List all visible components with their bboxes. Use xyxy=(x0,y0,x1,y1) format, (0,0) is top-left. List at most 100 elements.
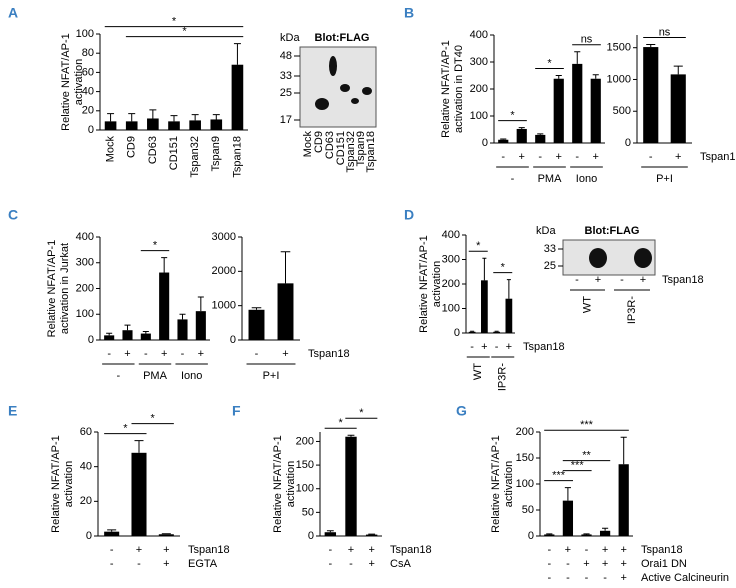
condition-sign: + xyxy=(163,558,169,570)
group-label: PMA xyxy=(143,370,168,382)
group-label: Iono xyxy=(181,370,202,382)
significance-label: * xyxy=(151,413,156,425)
bar xyxy=(104,335,115,340)
error-bar xyxy=(482,257,487,281)
condition-sign: - xyxy=(144,348,148,360)
blot-band xyxy=(351,98,359,104)
blot-unit: kDa xyxy=(536,225,556,237)
error-bar xyxy=(170,115,178,122)
blot-lane-label: - xyxy=(620,274,624,286)
blot-lane-label: Tspan18 xyxy=(365,131,377,173)
blot-lane-label: - xyxy=(575,274,579,286)
x-tick-label: Tspan18 xyxy=(231,136,243,178)
bar xyxy=(158,534,174,536)
y-tick-label: 100 xyxy=(470,110,488,122)
error-bar xyxy=(602,527,609,531)
y-tick-label: 100 xyxy=(76,28,94,40)
significance-label: *** xyxy=(552,470,566,482)
bar xyxy=(189,120,201,130)
x-tick-label: CD63 xyxy=(147,136,159,164)
x-tick-label: Mock xyxy=(104,136,116,163)
condition-sign: - xyxy=(575,151,579,163)
condition-label: Active Calcineurin xyxy=(641,572,729,584)
condition-sign: + xyxy=(348,544,354,556)
significance-label: * xyxy=(476,240,481,252)
bar xyxy=(140,333,151,340)
error-bar xyxy=(149,109,157,119)
condition-sign: + xyxy=(368,558,374,570)
y-tick-label: 2000 xyxy=(212,265,236,277)
y-tick-label: 200 xyxy=(442,278,460,290)
condition-sign: + xyxy=(506,341,512,353)
condition-sign: - xyxy=(566,572,570,584)
blot-lane-label: Mock xyxy=(302,131,314,158)
y-tick-label: 500 xyxy=(613,105,631,117)
condition-label: CsA xyxy=(390,558,411,570)
condition-sign: - xyxy=(585,544,589,556)
condition-label: Tspan18 xyxy=(700,151,736,163)
y-tick-label: 200 xyxy=(296,435,314,447)
error-bar xyxy=(564,487,571,501)
y-tick-label: 1000 xyxy=(607,73,631,85)
y-tick-label: 60 xyxy=(82,66,94,78)
y-tick-label: 200 xyxy=(470,83,488,95)
y-tick-label: 100 xyxy=(442,302,460,314)
significance-label: *** xyxy=(571,460,585,472)
blot-title: Blot:FLAG xyxy=(585,225,640,237)
panel-letter: F xyxy=(232,403,241,419)
y-axis-label: Relative NFAT/AP-1 xyxy=(60,33,72,131)
panel-letter: A xyxy=(8,5,18,21)
error-bar xyxy=(574,51,581,64)
y-tick-label: 100 xyxy=(296,483,314,495)
condition-label: Tspan18 xyxy=(523,341,565,353)
y-tick-label: 20 xyxy=(80,495,92,507)
error-bar xyxy=(518,127,525,129)
blot-band xyxy=(315,98,329,110)
condition-sign: - xyxy=(547,572,551,584)
bar xyxy=(553,78,564,143)
error-bar xyxy=(161,257,168,273)
error-bar xyxy=(107,113,115,122)
condition-sign: + xyxy=(593,151,599,163)
bar xyxy=(516,128,527,143)
y-tick-label: 200 xyxy=(76,282,94,294)
group-label: PMA xyxy=(538,173,563,185)
y-axis-label: activation xyxy=(285,461,297,507)
y-tick-label: 100 xyxy=(516,478,534,490)
condition-sign: - xyxy=(110,544,114,556)
condition-sign: + xyxy=(163,544,169,556)
y-axis-label: activation xyxy=(431,261,443,307)
significance-label: * xyxy=(510,110,515,122)
condition-sign: - xyxy=(538,151,542,163)
condition-sign: + xyxy=(602,558,608,570)
y-tick-label: 0 xyxy=(230,334,236,346)
condition-sign: + xyxy=(198,348,204,360)
blot-row-label: Tspan18 xyxy=(662,274,704,286)
bar xyxy=(324,532,337,536)
condition-sign: + xyxy=(556,151,562,163)
error-bar xyxy=(134,440,144,453)
bar xyxy=(345,436,357,536)
blot-marker: 48 xyxy=(280,50,292,62)
blot-marker: 33 xyxy=(544,243,556,255)
y-tick-label: 40 xyxy=(82,86,94,98)
y-tick-label: 0 xyxy=(86,530,92,542)
y-tick-label: 20 xyxy=(82,105,94,117)
y-tick-label: 0 xyxy=(88,334,94,346)
bar xyxy=(562,500,574,536)
significance-label: ns xyxy=(581,34,593,46)
bar xyxy=(104,531,120,536)
blot-lane-label: CD151 xyxy=(335,131,347,165)
y-axis-label: activation in DT40 xyxy=(453,45,465,133)
bar xyxy=(468,331,476,333)
y-tick-label: 300 xyxy=(76,257,94,269)
x-tick-label: CD9 xyxy=(126,136,138,158)
y-tick-label: 150 xyxy=(296,459,314,471)
y-tick-label: 50 xyxy=(302,506,314,518)
significance-label: * xyxy=(182,26,187,38)
y-tick-label: 150 xyxy=(516,452,534,464)
condition-sign: + xyxy=(124,348,130,360)
blot-band xyxy=(340,84,350,92)
condition-sign: - xyxy=(328,544,332,556)
condition-sign: - xyxy=(328,558,332,570)
